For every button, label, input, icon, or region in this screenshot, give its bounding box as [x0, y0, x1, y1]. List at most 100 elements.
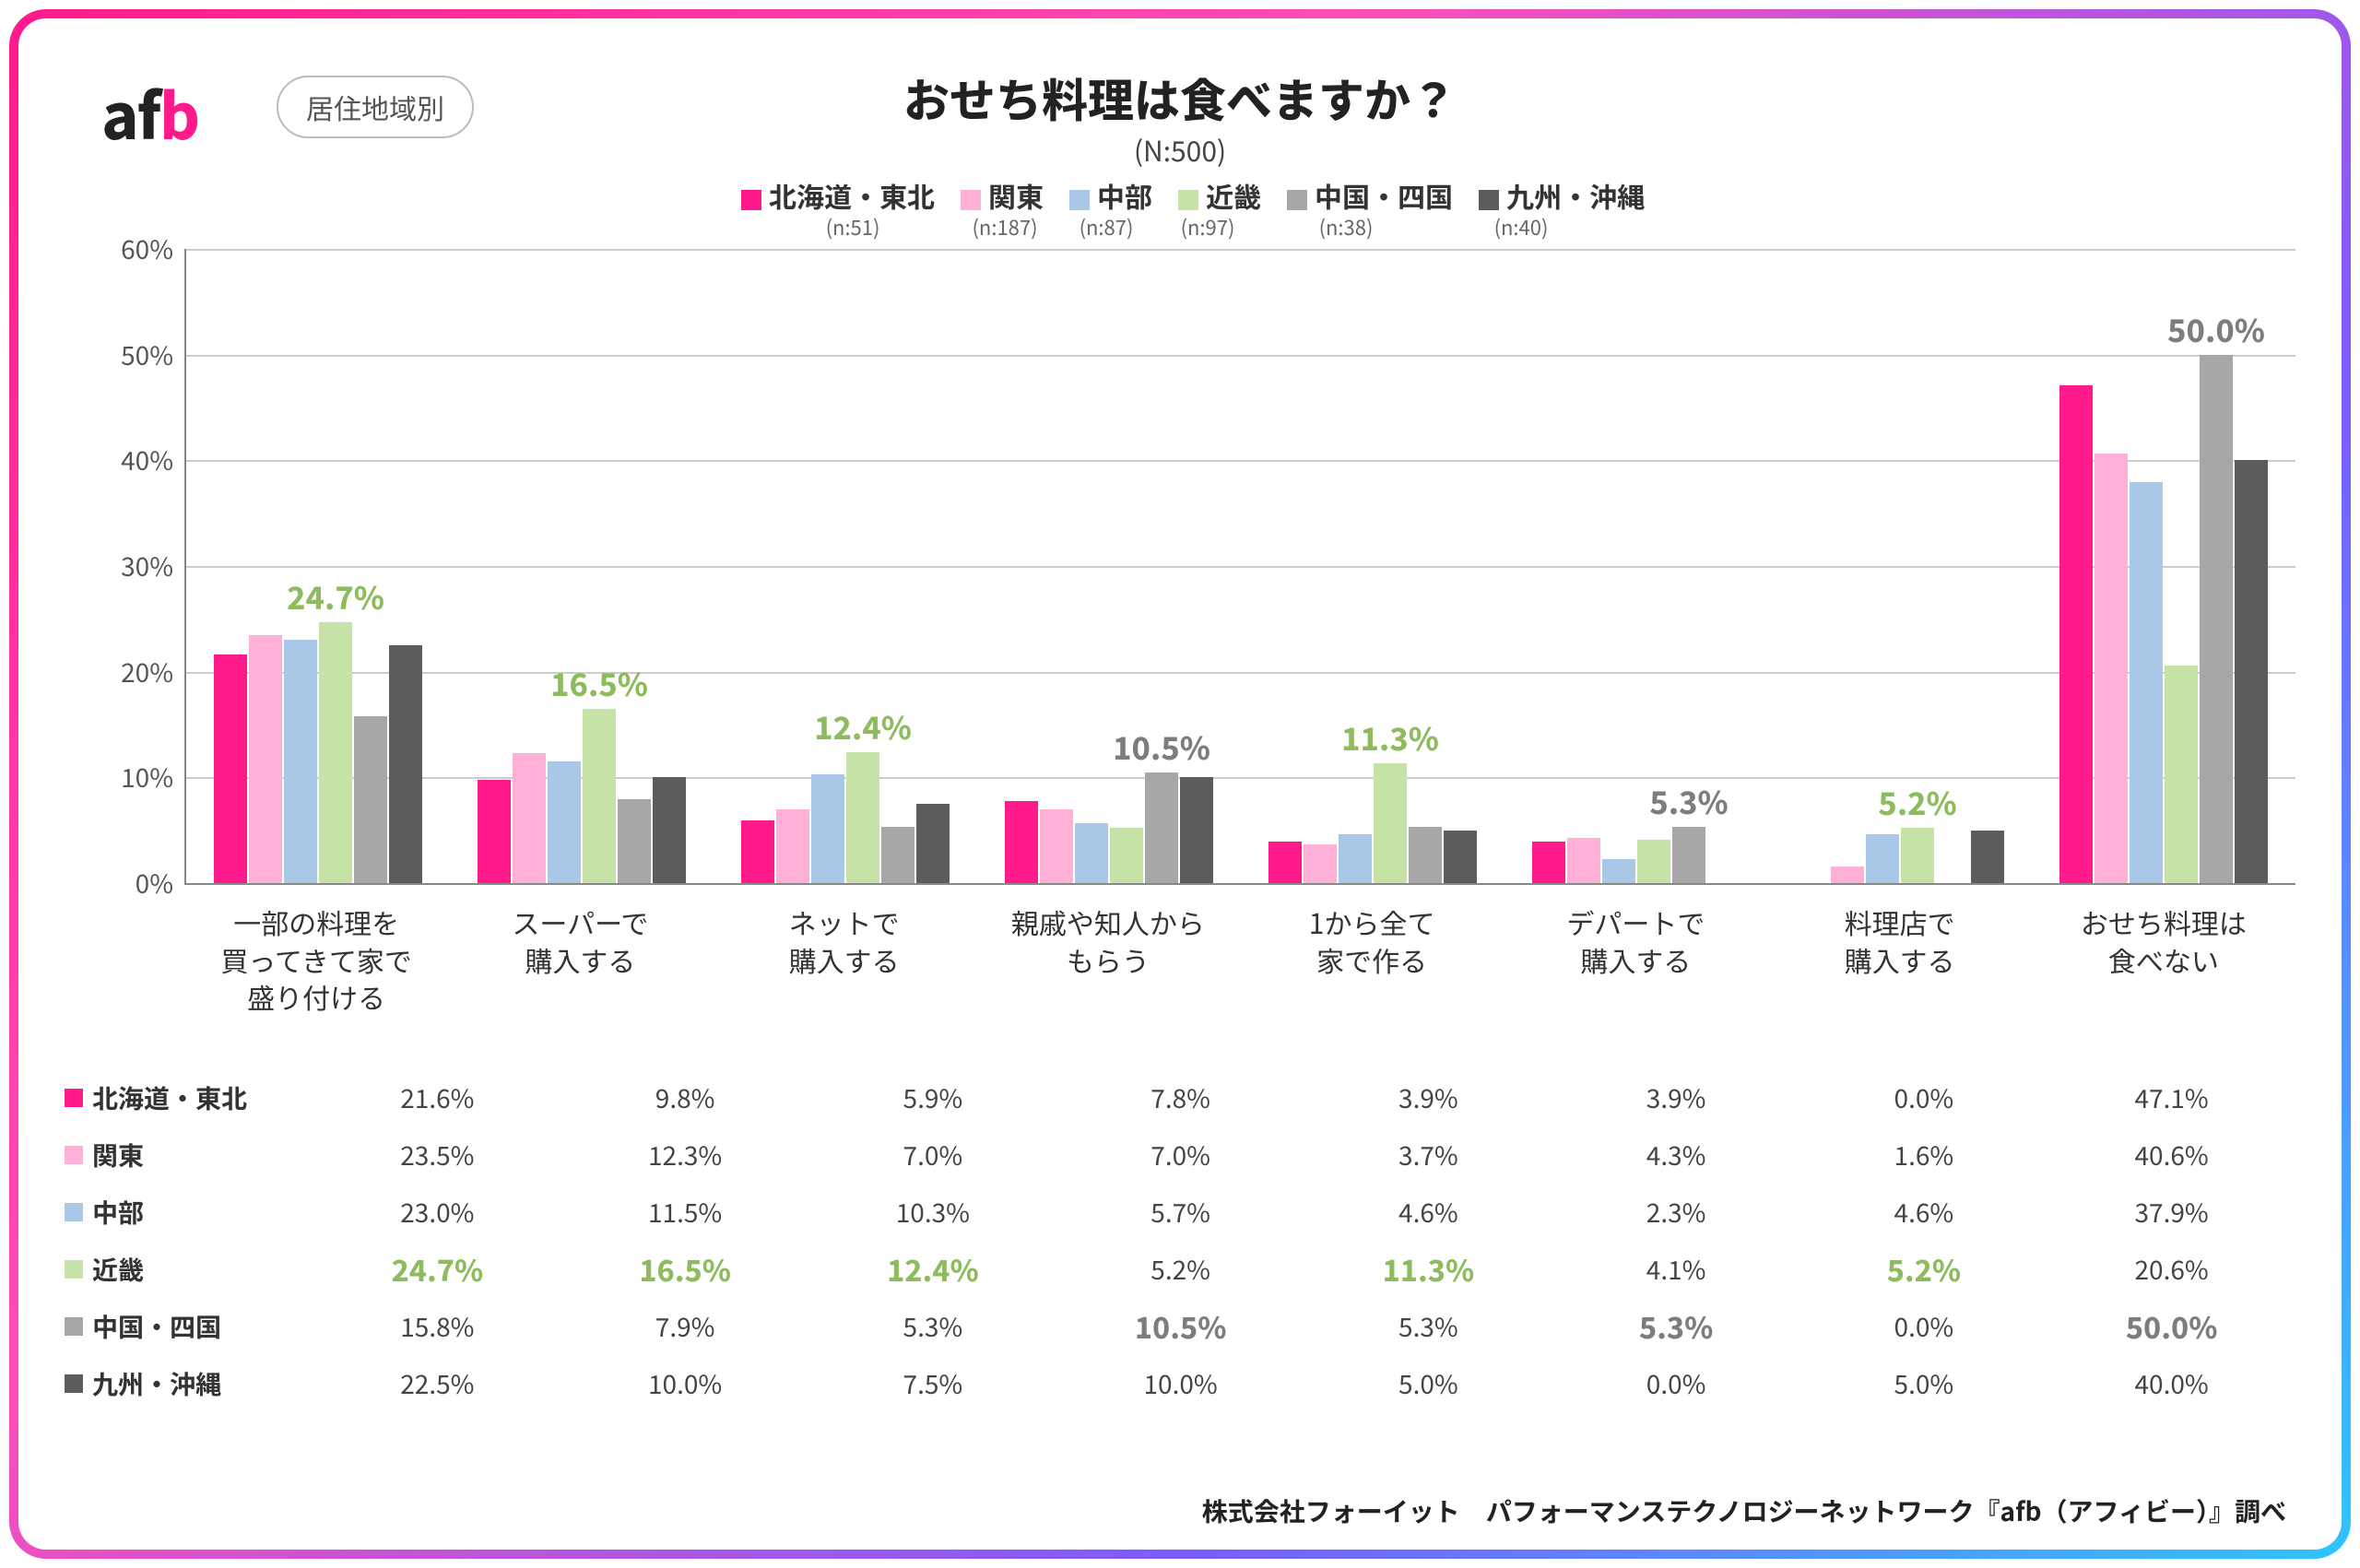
bar — [1532, 842, 1565, 883]
y-tick-label: 60% — [121, 230, 173, 267]
y-tick-label: 20% — [121, 654, 173, 690]
table-cell: 15.8% — [313, 1308, 561, 1345]
table-cell: 3.9% — [1304, 1079, 1552, 1116]
table-cell: 11.5% — [561, 1194, 809, 1231]
bar-group: 16.5% — [450, 249, 714, 883]
bar-group: 5.2% — [1768, 249, 2032, 883]
table-cell: 3.7% — [1304, 1137, 1552, 1173]
bar — [1040, 809, 1073, 883]
bar-chart: 0%10%20%30%40%50%60%24.7%16.5%12.4%10.5%… — [184, 194, 2295, 885]
bar — [284, 640, 317, 883]
card-inner: afb 居住地域別 おせち料理は食べますか？ (N:500) 北海道・東北関東中… — [18, 18, 2342, 1550]
bar — [1110, 828, 1143, 883]
table-cell: 5.3% — [809, 1308, 1057, 1345]
bar — [583, 709, 616, 883]
table-cell: 4.6% — [1800, 1194, 2048, 1231]
bar — [1304, 844, 1337, 883]
bar — [1075, 823, 1108, 883]
table-row: 近畿24.7%16.5%12.4%5.2%11.3%4.1%5.2%20.6% — [65, 1241, 2295, 1298]
bar — [1374, 763, 1407, 883]
row-header: 北海道・東北 — [92, 1079, 247, 1116]
value-callout: 50.0% — [2167, 306, 2265, 351]
bar — [1971, 831, 2004, 883]
table-cell: 5.3% — [1552, 1305, 1800, 1348]
table-cell: 5.7% — [1056, 1194, 1304, 1231]
table-cell: 10.0% — [1056, 1365, 1304, 1402]
bar — [1831, 867, 1864, 883]
y-tick-label: 40% — [121, 442, 173, 478]
data-table: 北海道・東北21.6%9.8%5.9%7.8%3.9%3.9%0.0%47.1%… — [65, 1069, 2295, 1412]
bar — [1005, 801, 1038, 883]
table-cell: 7.9% — [561, 1308, 809, 1345]
bar — [1409, 827, 1442, 883]
table-cell: 0.0% — [1800, 1079, 2048, 1116]
bar — [811, 774, 844, 883]
bar — [741, 820, 774, 883]
table-row: 関東23.5%12.3%7.0%7.0%3.7%4.3%1.6%40.6% — [65, 1126, 2295, 1184]
bar — [2165, 666, 2198, 883]
row-header: 近畿 — [92, 1251, 144, 1288]
table-cell: 40.6% — [2047, 1137, 2295, 1173]
bar — [548, 761, 581, 883]
bar — [249, 635, 282, 883]
y-tick-label: 10% — [121, 759, 173, 796]
table-cell: 20.6% — [2047, 1251, 2295, 1288]
table-cell: 22.5% — [313, 1365, 561, 1402]
bar — [776, 809, 809, 883]
table-cell: 24.7% — [313, 1248, 561, 1291]
bar — [2235, 460, 2268, 883]
chart-subtitle: (N:500) — [65, 129, 2295, 170]
table-cell: 50.0% — [2047, 1305, 2295, 1348]
table-cell: 7.8% — [1056, 1079, 1304, 1116]
table-cell: 7.0% — [1056, 1137, 1304, 1173]
table-row: 中部23.0%11.5%10.3%5.7%4.6%2.3%4.6%37.9% — [65, 1184, 2295, 1241]
row-header: 中国・四国 — [92, 1308, 221, 1345]
table-cell: 23.0% — [313, 1194, 561, 1231]
table-cell: 5.2% — [1056, 1251, 1304, 1288]
table-cell: 21.6% — [313, 1079, 561, 1116]
table-cell: 5.2% — [1800, 1248, 2048, 1291]
bar — [618, 799, 651, 883]
value-callout: 24.7% — [287, 573, 384, 619]
bar — [389, 645, 422, 883]
value-callout: 10.5% — [1113, 724, 1210, 769]
bar — [354, 716, 387, 883]
bar — [513, 753, 546, 883]
bar — [319, 622, 352, 883]
table-cell: 37.9% — [2047, 1194, 2295, 1231]
bar — [1180, 777, 1213, 883]
table-cell: 4.3% — [1552, 1137, 1800, 1173]
bar — [2200, 355, 2233, 883]
table-cell: 5.3% — [1304, 1308, 1552, 1345]
table-row: 九州・沖縄22.5%10.0%7.5%10.0%5.0%0.0%5.0%40.0… — [65, 1355, 2295, 1412]
header: afb 居住地域別 おせち料理は食べますか？ (N:500) — [65, 55, 2295, 194]
bar — [881, 827, 914, 883]
bar — [846, 752, 879, 883]
bar-group: 11.3% — [1241, 249, 1504, 883]
table-cell: 40.0% — [2047, 1365, 2295, 1402]
bar — [1444, 831, 1477, 883]
bar — [2130, 482, 2163, 883]
bar-group: 5.3% — [1504, 249, 1768, 883]
bar — [2059, 385, 2093, 883]
value-callout: 12.4% — [814, 703, 912, 749]
value-callout: 5.2% — [1878, 779, 1956, 824]
bar — [1567, 838, 1600, 883]
table-cell: 10.5% — [1056, 1305, 1304, 1348]
chart-title: おせち料理は食べますか？ — [65, 65, 2295, 131]
table-cell: 5.9% — [809, 1079, 1057, 1116]
table-cell: 2.3% — [1552, 1194, 1800, 1231]
table-cell: 0.0% — [1800, 1308, 2048, 1345]
value-callout: 5.3% — [1649, 778, 1728, 823]
row-header: 中部 — [92, 1194, 144, 1231]
bar — [1339, 834, 1372, 883]
x-axis-labels: 一部の料理を買ってきて家で盛り付けるスーパーで購入するネットで購入する親戚や知人… — [184, 903, 2295, 1060]
table-cell: 47.1% — [2047, 1079, 2295, 1116]
table-cell: 16.5% — [561, 1248, 809, 1291]
bar — [653, 777, 686, 883]
table-row: 北海道・東北21.6%9.8%5.9%7.8%3.9%3.9%0.0%47.1% — [65, 1069, 2295, 1126]
bar — [1602, 859, 1635, 883]
card-frame: afb 居住地域別 おせち料理は食べますか？ (N:500) 北海道・東北関東中… — [9, 9, 2351, 1559]
table-cell: 1.6% — [1800, 1137, 2048, 1173]
table-cell: 9.8% — [561, 1079, 809, 1116]
